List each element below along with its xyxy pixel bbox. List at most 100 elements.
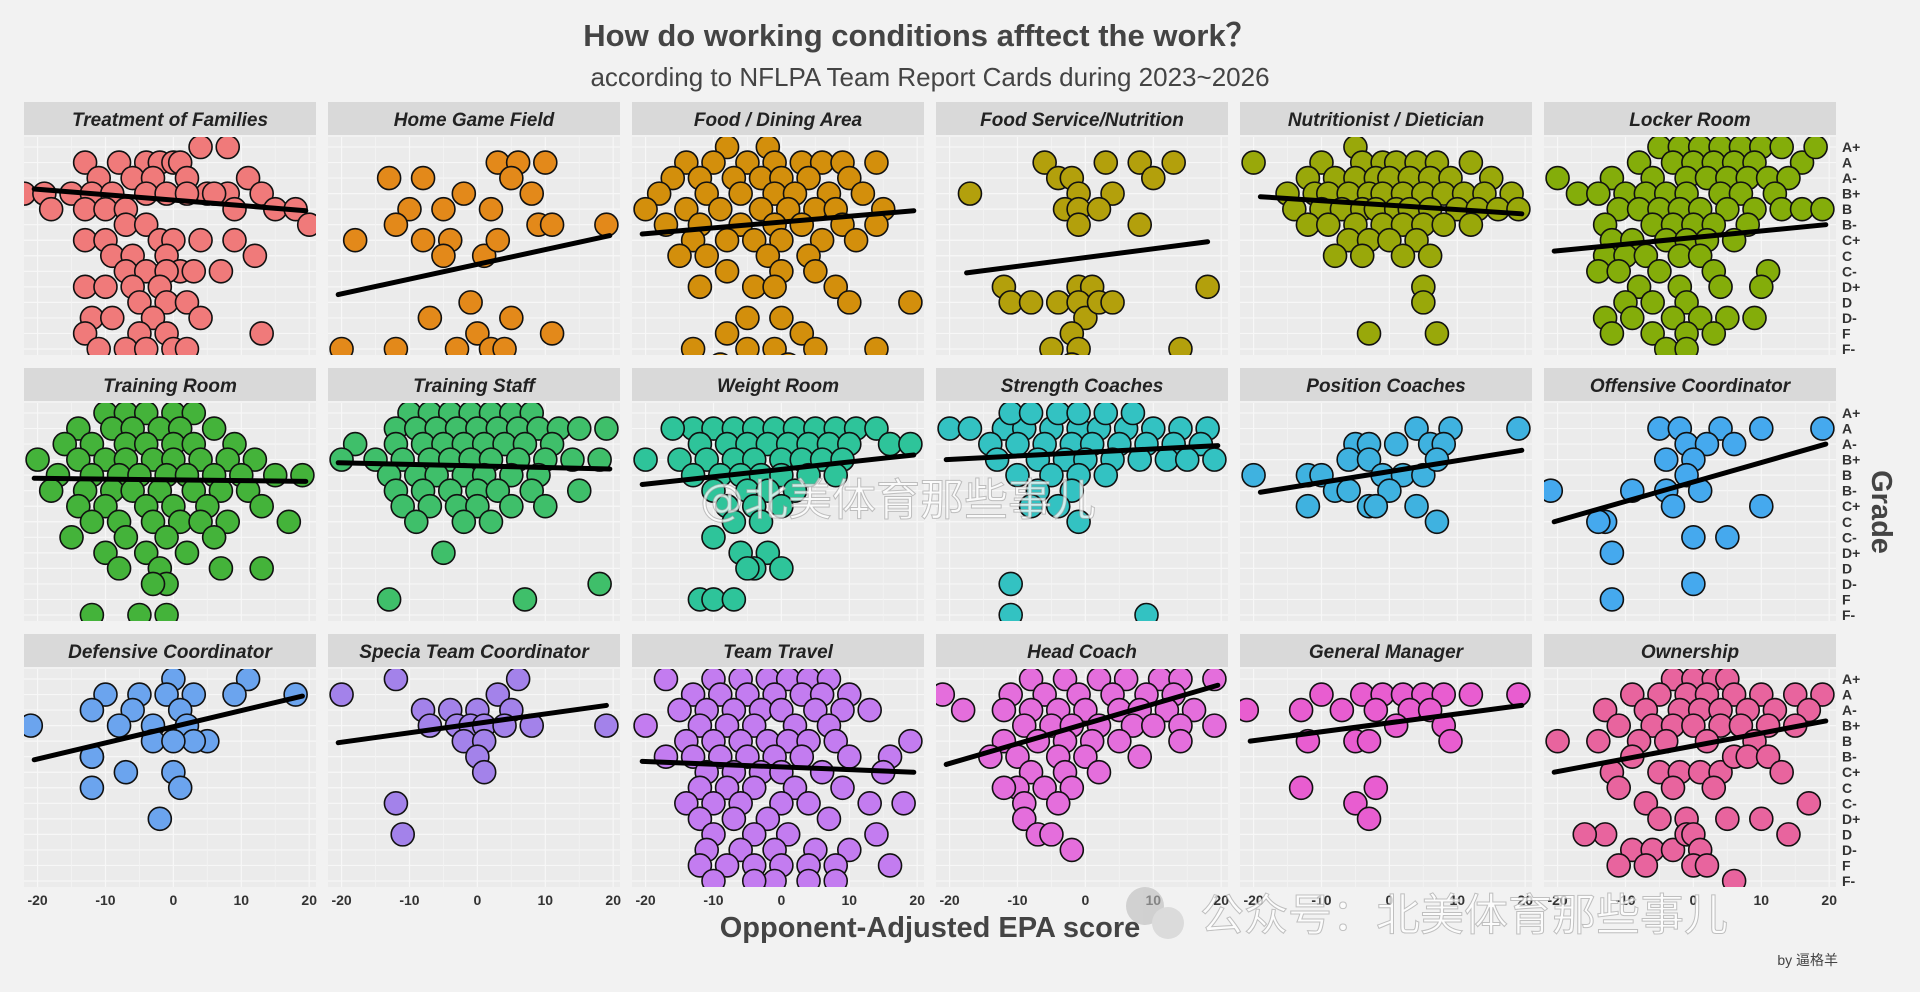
panel-food-dining-area: Food / Dining Area <box>632 102 924 355</box>
data-point <box>215 509 241 535</box>
data-point <box>1011 806 1037 832</box>
data-point <box>59 525 84 550</box>
x-tick-label: -20 <box>1243 892 1263 908</box>
data-point <box>1749 493 1774 519</box>
data-point <box>342 431 368 457</box>
trend-line <box>943 443 1221 463</box>
facet-panels: Treatment of Families Home Game Field Food… <box>24 102 1860 908</box>
data-point <box>633 196 658 222</box>
data-point <box>694 181 719 206</box>
trend-line <box>639 452 917 487</box>
data-point <box>1810 196 1835 222</box>
data-point <box>796 868 821 887</box>
data-point <box>1755 744 1781 769</box>
data-point <box>383 791 409 816</box>
data-point <box>735 682 760 707</box>
x-tick-label: -10 <box>1007 892 1027 908</box>
data-point <box>837 837 862 863</box>
data-point <box>451 181 477 206</box>
data-point <box>823 274 849 300</box>
data-point <box>782 478 808 503</box>
data-point <box>154 602 179 621</box>
trend-line <box>639 208 917 237</box>
data-point <box>646 181 672 206</box>
data-point <box>201 416 227 441</box>
data-point <box>1309 682 1334 707</box>
data-point <box>721 587 747 612</box>
data-point <box>410 165 436 191</box>
data-point <box>741 713 767 738</box>
data-point <box>79 509 105 535</box>
data-point <box>782 775 808 801</box>
data-point <box>1322 243 1348 269</box>
data-point <box>72 274 98 300</box>
x-tick-label: -20 <box>27 892 47 908</box>
data-point <box>93 493 118 519</box>
data-point <box>499 165 524 191</box>
data-point <box>1701 775 1727 801</box>
watermark-weibo: @北美体育那些事儿 <box>700 475 1096 526</box>
data-point <box>837 744 862 769</box>
data-point <box>1721 682 1747 707</box>
y-tick-label: B+ <box>1842 452 1860 468</box>
data-point <box>1619 305 1645 331</box>
data-point <box>1458 150 1484 175</box>
data-point <box>52 431 78 457</box>
y-tick-label: A <box>1842 687 1852 703</box>
panel-title: Specia Team Coordinator <box>359 642 590 663</box>
data-point <box>1810 682 1835 707</box>
data-point <box>471 759 497 785</box>
data-point <box>803 697 828 723</box>
y-tick-label: F- <box>1842 873 1856 889</box>
data-point <box>1565 181 1591 206</box>
trend-line <box>1257 194 1525 217</box>
x-tick-label: 10 <box>842 892 858 908</box>
panel-strip <box>1240 368 1532 401</box>
data-point <box>762 868 787 887</box>
data-point <box>1647 259 1672 284</box>
data-point <box>1005 431 1030 457</box>
data-point <box>505 669 531 692</box>
data-point <box>390 822 415 847</box>
data-point <box>1586 259 1611 284</box>
panel-title: Nutritionist / Dietician <box>1288 110 1484 131</box>
data-point <box>133 540 159 566</box>
data-point <box>208 556 234 581</box>
data-point <box>714 775 740 801</box>
panel-points <box>329 150 619 355</box>
x-tick-label: 10 <box>1450 892 1466 908</box>
panel-general-manager: General Manager -20 -10 0 10 20 <box>1240 634 1533 908</box>
data-point <box>1032 775 1057 801</box>
data-point <box>728 181 753 206</box>
data-point <box>1674 336 1699 355</box>
x-tick-label: -10 <box>95 892 115 908</box>
data-point <box>1011 713 1037 738</box>
x-tick-label: 0 <box>473 892 481 908</box>
data-point <box>499 462 524 488</box>
data-point <box>376 587 402 612</box>
data-point <box>701 587 726 612</box>
data-point <box>181 259 207 284</box>
y-tick-label: C+ <box>1842 232 1860 248</box>
wechat-logo-icon <box>1126 887 1184 939</box>
data-point <box>1329 697 1355 723</box>
data-point <box>587 571 612 597</box>
data-point <box>188 305 213 331</box>
data-point <box>823 868 849 887</box>
data-point <box>1377 227 1402 253</box>
y-tick-label: B- <box>1842 217 1857 233</box>
data-point <box>519 478 545 503</box>
data-point <box>1728 181 1754 206</box>
data-point <box>24 713 44 738</box>
data-point <box>1383 431 1409 457</box>
trend-line <box>1247 702 1525 744</box>
data-point <box>1039 336 1064 355</box>
data-point <box>1782 682 1808 707</box>
data-point <box>1687 305 1713 331</box>
data-point <box>539 212 565 237</box>
data-point <box>816 806 842 832</box>
data-point <box>1506 196 1531 222</box>
data-point <box>66 416 91 441</box>
data-point <box>1640 290 1665 315</box>
